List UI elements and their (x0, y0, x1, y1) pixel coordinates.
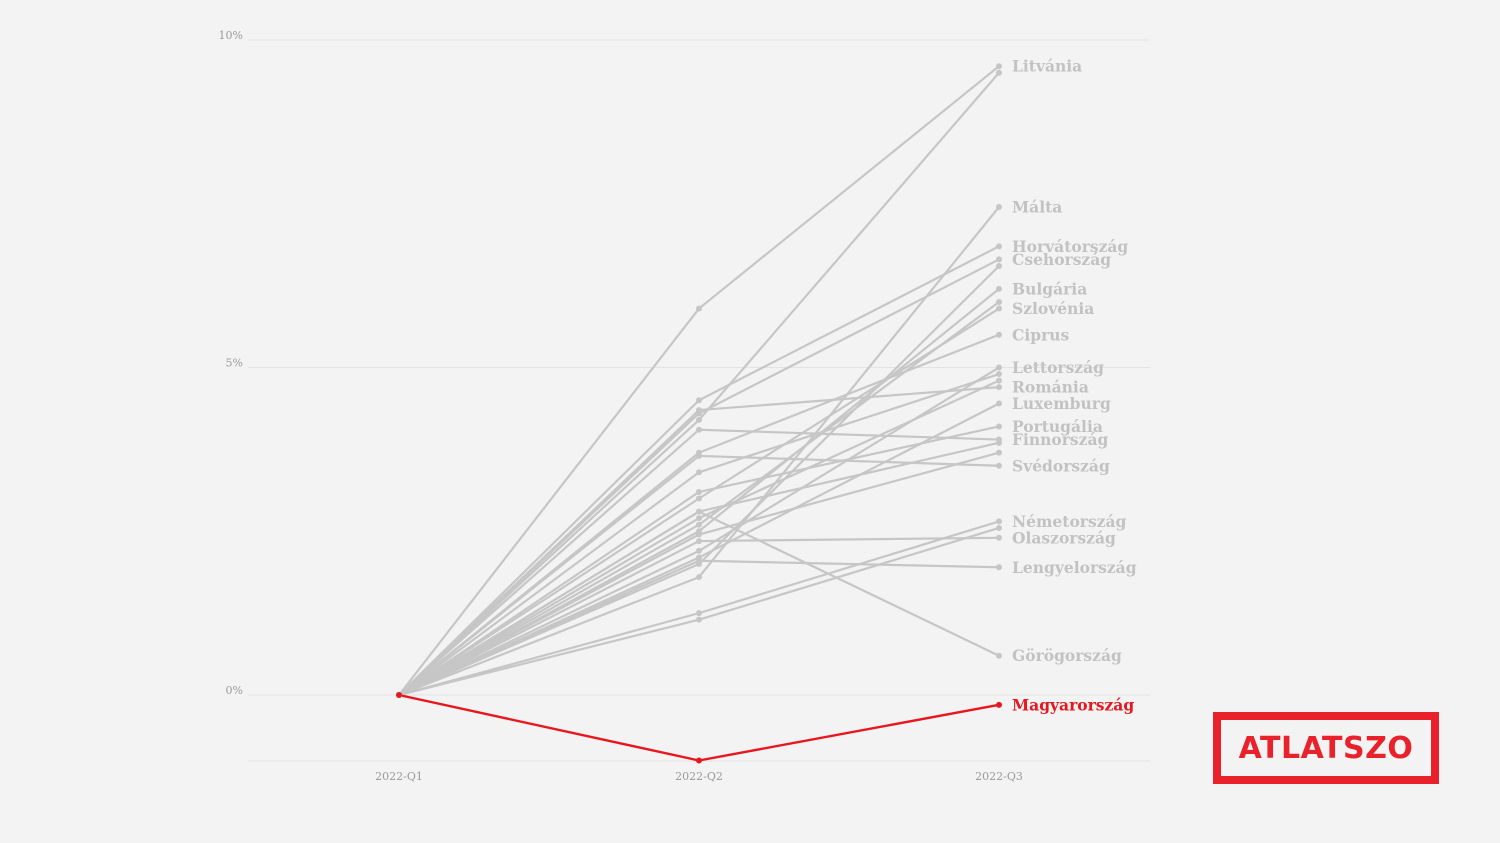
data-point (996, 524, 1002, 531)
data-point (996, 256, 1002, 263)
series-label: Németország (1012, 512, 1127, 531)
data-point (996, 701, 1002, 708)
data-point (996, 564, 1002, 571)
data-point (696, 515, 702, 522)
data-point (996, 204, 1002, 211)
logo-text: ATLATSZO (1238, 730, 1414, 766)
data-point (996, 652, 1002, 659)
logo-inner-box: ATLATSZO (1221, 720, 1431, 776)
atlatszo-logo: ATLATSZO (1213, 712, 1439, 784)
x-axis-ticks: 2022-Q1 2022-Q2 2022-Q3 (375, 770, 1023, 783)
y-axis-ticks: 0% 5% 10% (219, 29, 243, 697)
data-point (696, 452, 702, 459)
data-point (996, 69, 1002, 76)
data-point (696, 616, 702, 623)
y-tick-label: 0% (226, 684, 243, 697)
x-tick-label: 2022-Q1 (375, 770, 423, 783)
series-label: Málta (1012, 198, 1062, 217)
series-label: Görögország (1012, 646, 1122, 665)
data-point (996, 449, 1002, 456)
data-point (696, 547, 702, 554)
data-point (396, 692, 402, 698)
data-point (996, 462, 1002, 469)
y-tick-label: 5% (226, 357, 243, 370)
data-point (696, 508, 702, 515)
data-point (996, 534, 1002, 541)
series-points (396, 63, 1002, 764)
series-label: Portugália (1012, 417, 1103, 436)
series-label: Magyarország (1012, 695, 1134, 714)
data-point (996, 285, 1002, 292)
data-point (996, 262, 1002, 269)
data-point (696, 574, 702, 581)
series-label: Csehország (1012, 250, 1111, 269)
data-point (996, 371, 1002, 378)
data-point (996, 305, 1002, 312)
series-label: Románia (1012, 378, 1089, 397)
data-point (996, 331, 1002, 338)
series-label: Lettország (1012, 358, 1104, 377)
data-point (696, 521, 702, 528)
data-point (696, 610, 702, 617)
data-point (696, 495, 702, 502)
data-point (696, 397, 702, 404)
series-label: Lengyelország (1012, 558, 1137, 577)
data-point (996, 63, 1002, 70)
series-line-litvánia (398, 65, 1000, 696)
data-point (696, 469, 702, 476)
data-point (996, 243, 1002, 250)
series-line-magyarország (398, 693, 1000, 762)
series-label: Svédország (1012, 456, 1110, 475)
y-tick-label: 10% (219, 29, 243, 42)
data-point (696, 426, 702, 433)
series-label: Ciprus (1012, 325, 1069, 344)
series-label: Horvátország (1012, 237, 1128, 256)
data-point (996, 299, 1002, 305)
data-point (696, 757, 702, 764)
data-point (996, 400, 1002, 407)
data-point (696, 407, 702, 414)
series-label: Litvánia (1012, 57, 1082, 76)
data-point (696, 305, 702, 312)
data-point (996, 518, 1002, 525)
data-point (696, 531, 702, 538)
data-point (696, 557, 702, 564)
x-tick-label: 2022-Q2 (675, 770, 723, 783)
data-point (696, 538, 702, 545)
data-point (996, 364, 1002, 371)
series-line-szlovénia (398, 307, 1000, 696)
data-point (996, 423, 1002, 430)
series-line-unlabeled-5 (398, 265, 1000, 697)
data-point (996, 384, 1002, 391)
series-line-unlabeled-17 (398, 441, 1000, 696)
series-label: Luxemburg (1012, 394, 1111, 413)
data-point (996, 439, 1002, 446)
series-label: Finnország (1012, 430, 1109, 449)
data-point (696, 488, 702, 495)
series-label: Szlovénia (1012, 299, 1094, 318)
series-label: Olaszország (1012, 528, 1116, 547)
series-label: Bulgária (1012, 279, 1087, 298)
data-point (696, 416, 702, 423)
data-point (996, 377, 1002, 384)
x-tick-label: 2022-Q3 (975, 770, 1023, 783)
series-line-unlabeled-1 (398, 72, 1000, 696)
